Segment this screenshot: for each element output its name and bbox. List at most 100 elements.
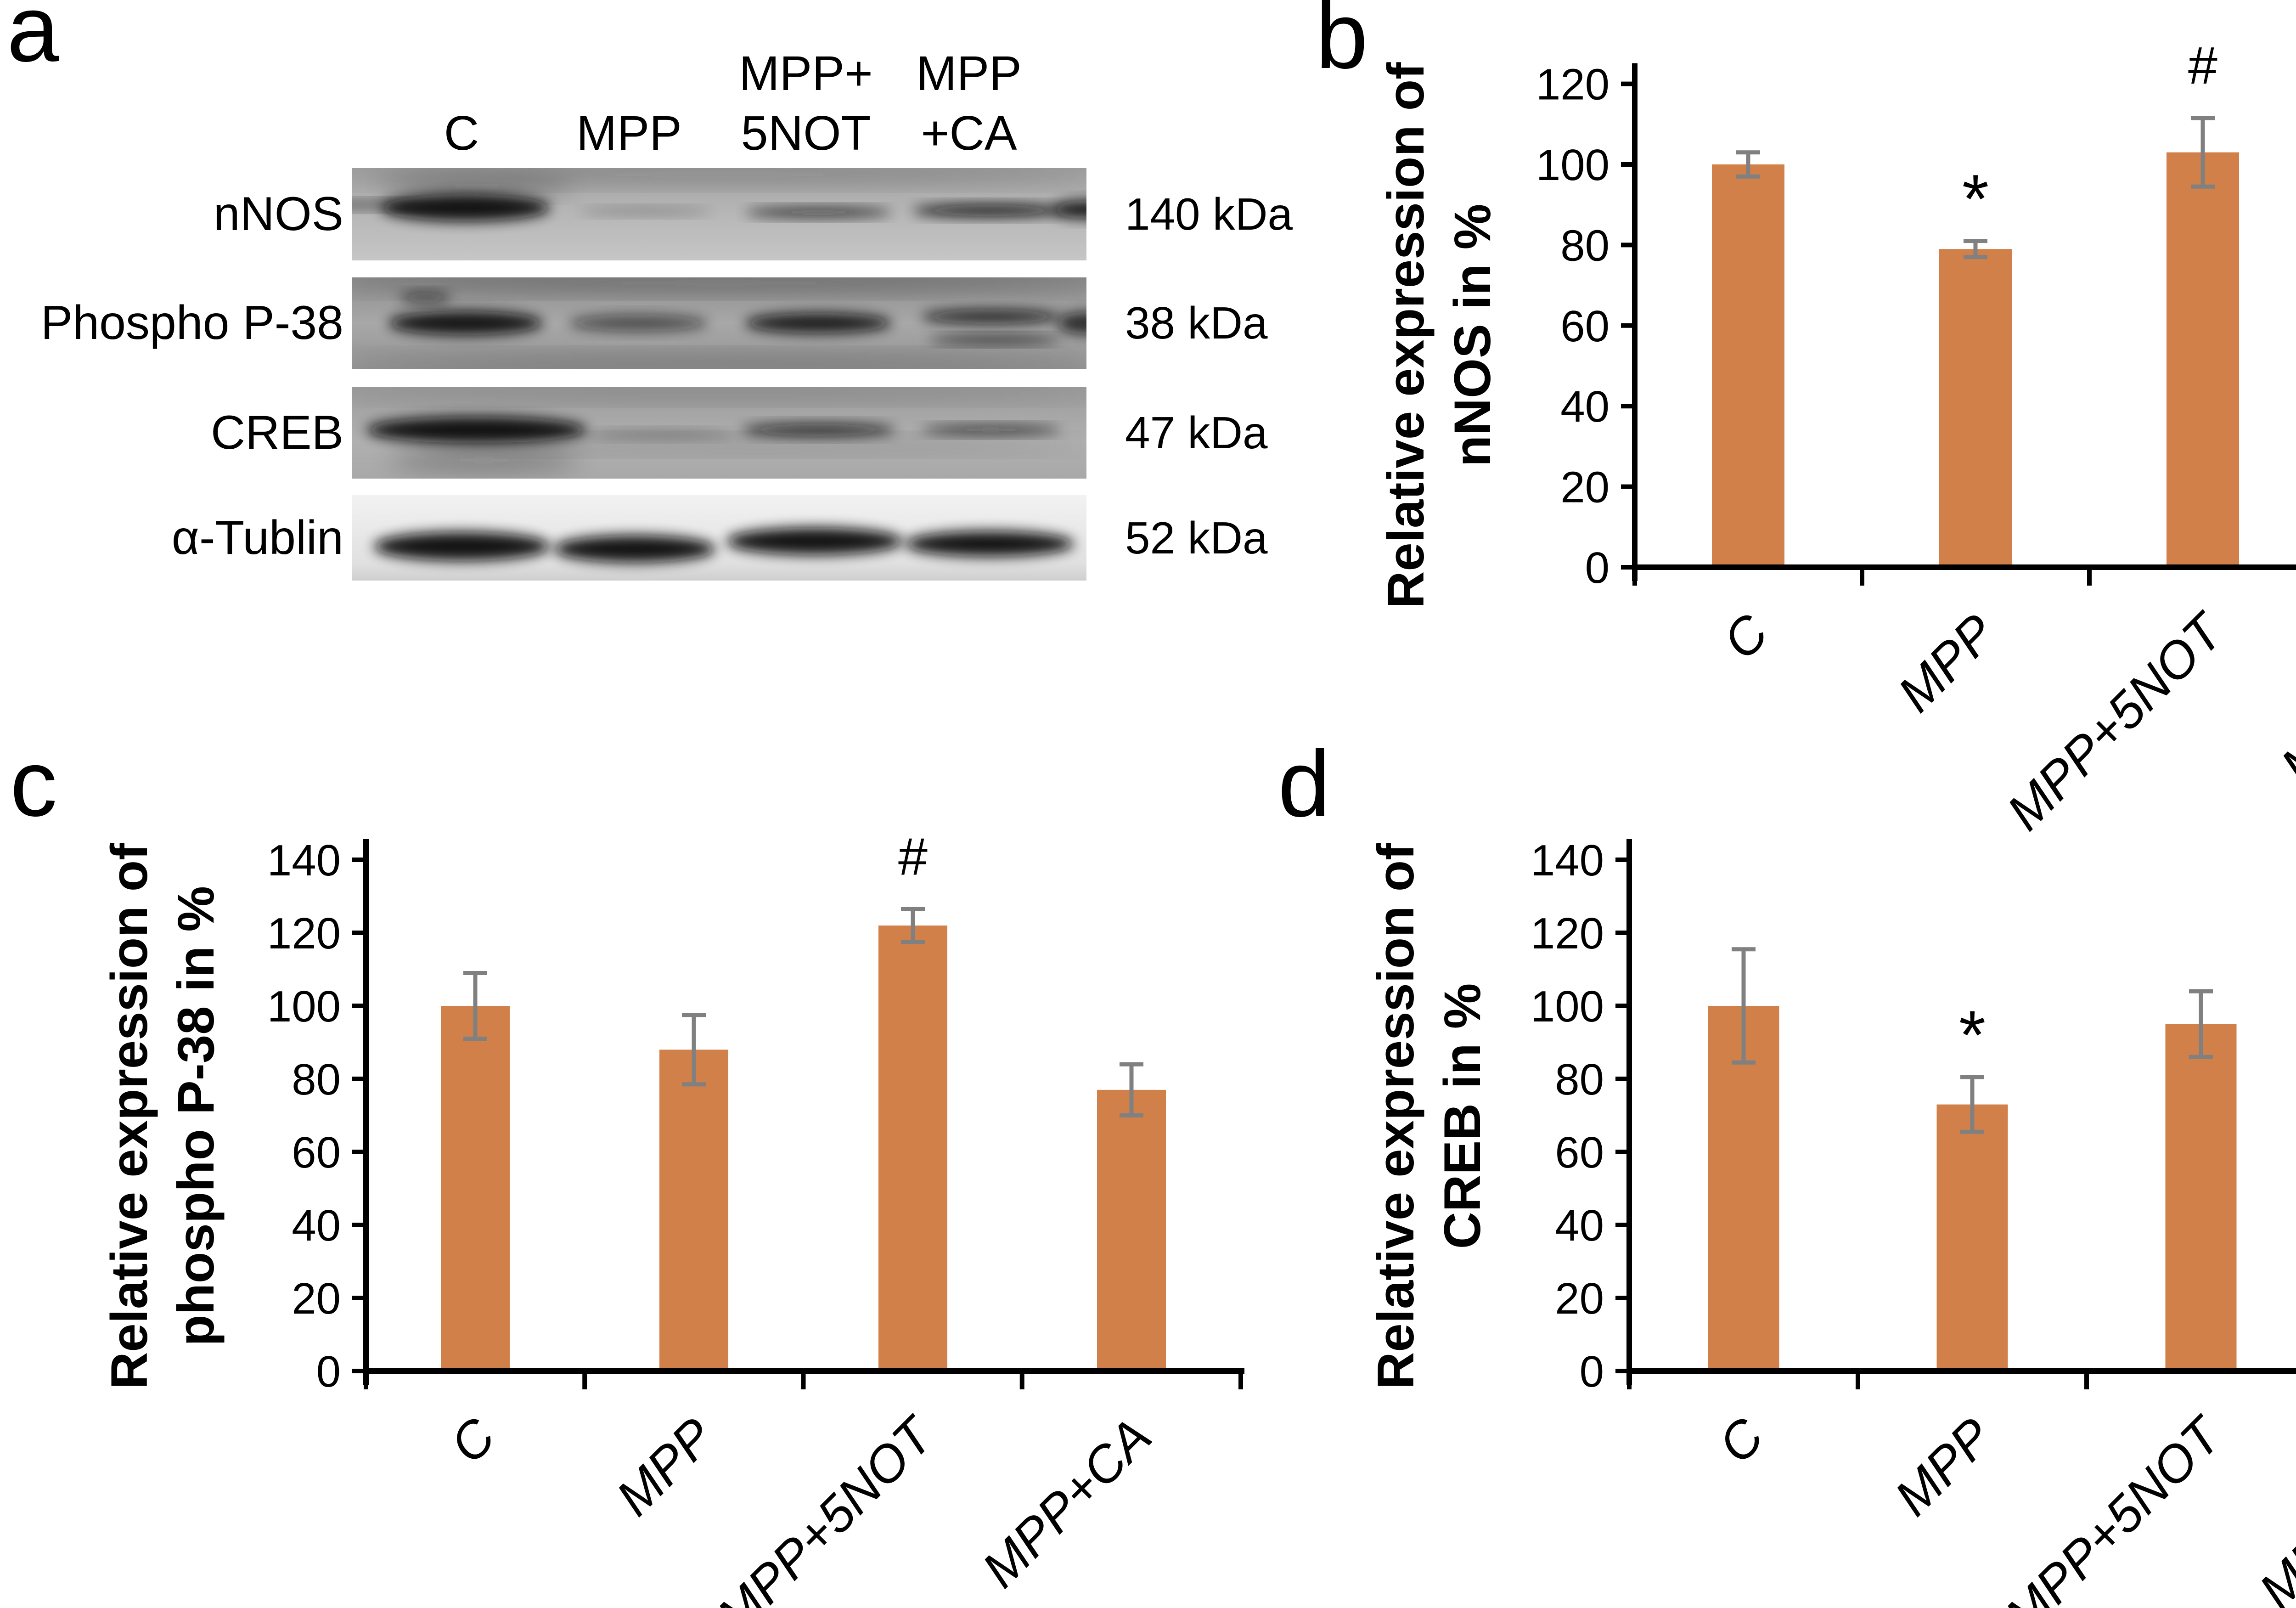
y-axis-title-line-1-b: Relative expression of [1377,62,1435,609]
y-axis-title-line-2-b: nNOS in % [1444,204,1501,467]
bar-c [441,1006,510,1371]
error-bar-c [463,970,487,1041]
y-tick-label-0: 0 [316,1347,341,1396]
y-tick-label-100: 100 [1531,982,1604,1031]
y-tick-label-80: 80 [1560,221,1609,270]
protein-band [388,452,580,468]
asterisk-annotation-mpp: * [1959,996,1986,1073]
bar-c [1708,1006,1779,1371]
protein-band [1053,201,1086,219]
protein-band [741,423,895,436]
y-tick-label-20: 20 [1555,1274,1604,1323]
x-category-label-mpp-5not: MPP+5NOT [1994,1405,2234,1608]
x-category-label-mpp-ca: MPP+CA [2270,604,2296,795]
x-category-label-mpp-5not: MPP+5NOT [706,1405,946,1608]
y-tick-label-60: 60 [1560,302,1609,351]
x-category-label-mpp-ca: MPP+CA [971,1407,1162,1598]
y-tick-label-120: 120 [267,909,341,958]
x-category-label-c: C [1712,603,1779,670]
molecular-weight-label-38-kda: 38 kDa [1125,298,1268,348]
x-category-label-mpp-5not: MPP+5NOT [1996,601,2236,841]
protein-band [1057,312,1086,334]
protein-band [929,335,1061,344]
x-category-label-mpp: MPP [1884,1407,2003,1527]
y-axis-title-line-2-d: CREB in % [1434,983,1491,1249]
y-tick-label-100: 100 [1536,141,1609,190]
panel-c-letter: c [10,731,57,836]
protein-band [587,430,734,439]
hash-annotation-mpp-5not: # [2188,36,2217,95]
protein-band [352,277,1086,291]
blot-strip-nnos [352,168,1086,260]
protein-band [381,178,572,195]
y-tick-label-60: 60 [1555,1128,1604,1177]
protein-label-creb: CREB [211,406,343,459]
y-tick-label-120: 120 [1536,60,1609,109]
protein-band [352,388,1086,401]
protein-label-tublin: α-Tublin [171,511,343,564]
error-bar-mpp-5not [2191,116,2215,189]
x-category-label-c: C [439,1407,506,1474]
y-axis-title-line-2-c: phospho P-38 in % [167,886,225,1346]
protein-band [745,208,892,217]
blot-strip-tublin [352,495,1086,581]
lane-label-mpp: MPP [576,106,682,160]
lane-label-mpp-5not: MPP+ 5NOT [739,46,873,160]
error-bar-c [1736,150,1760,179]
error-bar-mpp-5not [2189,989,2213,1059]
x-category-label-c: C [1707,1407,1774,1474]
protein-band [425,438,1086,451]
y-tick-label-140: 140 [1531,836,1604,885]
bar-c [1712,164,1784,567]
y-tick-label-140: 140 [267,836,341,885]
panel-d-letter: d [1278,731,1331,836]
lane-label-c: C [444,106,479,160]
protein-band [745,313,892,333]
protein-band [726,527,903,555]
protein-label-phospho-p-38: Phospho P-38 [40,296,343,350]
y-tick-label-40: 40 [1560,382,1609,431]
y-tick-label-80: 80 [292,1055,341,1104]
y-tick-label-80: 80 [1555,1055,1604,1104]
y-axis-title-line-1-d: Relative expression of [1367,843,1424,1389]
x-category-label-mpp: MPP [605,1407,725,1527]
error-bar-mpp [682,1013,706,1087]
y-tick-label-120: 120 [1531,909,1604,958]
y-tick-label-40: 40 [1555,1201,1604,1250]
bar-mpp-5not [878,925,947,1371]
molecular-weight-label-52-kda: 52 kDa [1125,512,1268,563]
protein-band [366,417,587,443]
y-tick-label-0: 0 [1585,543,1609,592]
protein-band [921,425,1061,434]
y-tick-label-100: 100 [267,982,341,1031]
blot-strip-phospho-p-38 [352,277,1086,369]
bar-mpp [1936,1104,2008,1371]
bar-mpp-5not [2165,1024,2237,1371]
error-bar-mpp-ca [1120,1062,1143,1117]
x-category-label-mpp: MPP [1887,604,2006,723]
y-tick-label-60: 60 [292,1128,341,1177]
y-tick-label-0: 0 [1580,1347,1604,1396]
protein-band [580,208,712,215]
protein-band [905,531,1074,557]
bar-mpp [1939,249,2012,567]
asterisk-annotation-mpp: * [1962,160,1989,237]
y-tick-label-20: 20 [292,1274,341,1323]
bar-mpp-5not [2167,152,2239,567]
molecular-weight-label-47-kda: 47 kDa [1125,407,1268,458]
error-bar-mpp [1960,1075,1984,1134]
protein-label-nnos: nNOS [213,187,343,241]
error-bar-c [1732,947,1756,1065]
error-bar-mpp-5not [901,907,925,944]
lane-label-mpp-ca: MPP +CA [916,46,1022,160]
blot-strip-creb [352,387,1086,479]
hash-annotation-mpp-5not: # [898,827,928,886]
protein-band [554,535,715,563]
molecular-weight-label-140-kda: 140 kDa [1125,189,1293,239]
error-bar-mpp [1964,239,1987,260]
